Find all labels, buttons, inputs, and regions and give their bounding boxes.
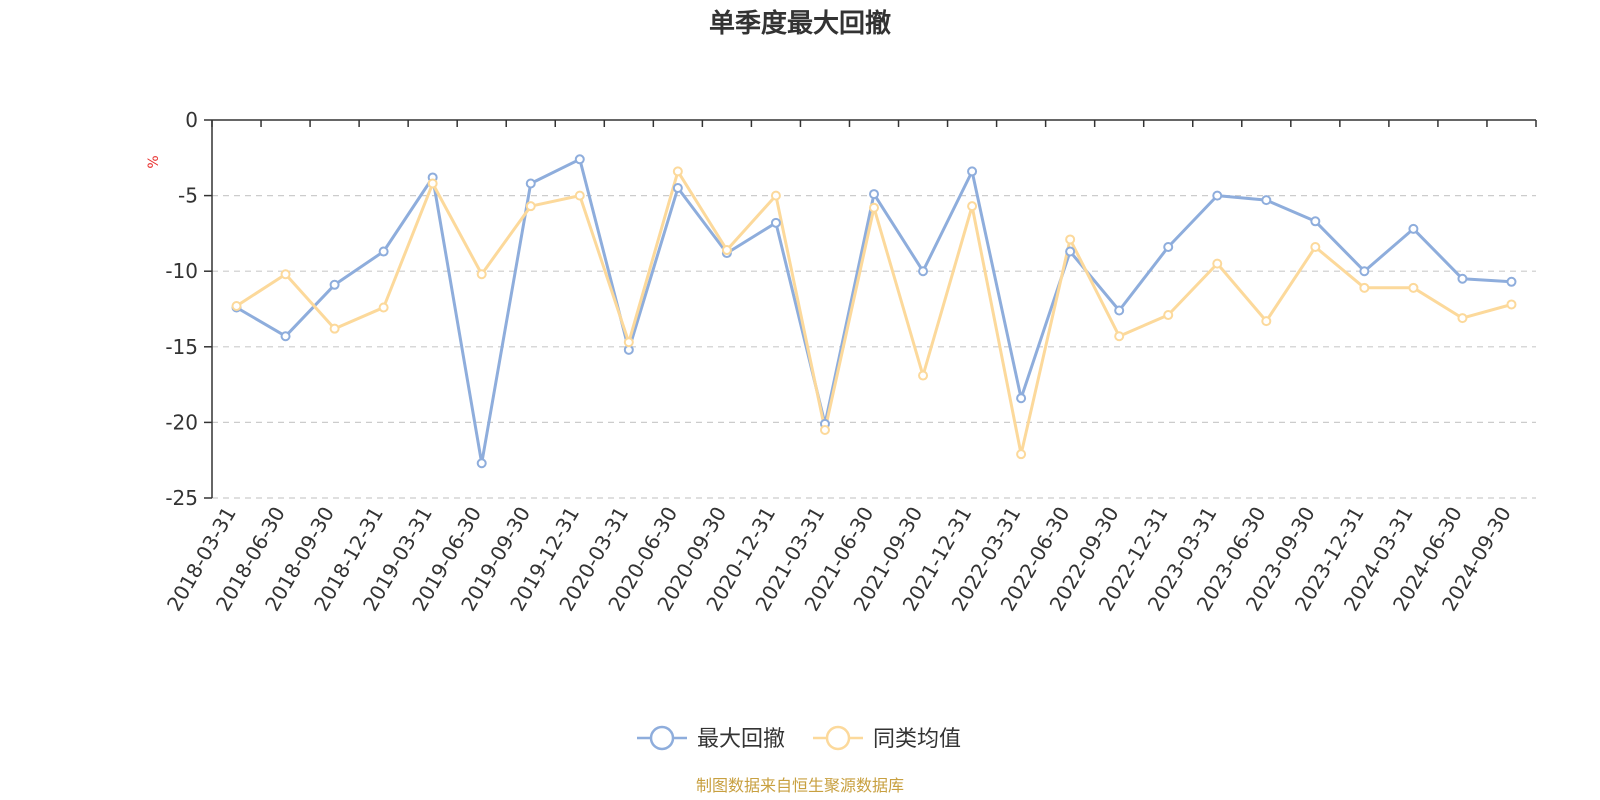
data-point[interactable] [329, 279, 340, 290]
data-point[interactable] [869, 189, 879, 200]
data-point[interactable] [623, 337, 634, 348]
data-point[interactable] [1114, 305, 1125, 316]
data-point[interactable] [1408, 223, 1419, 234]
data-point[interactable] [1408, 282, 1419, 293]
data-point[interactable] [378, 246, 389, 257]
data-point[interactable] [1065, 246, 1076, 257]
chart-title: 单季度最大回撤 [709, 8, 891, 39]
data-point[interactable] [525, 201, 536, 212]
data-point[interactable] [378, 302, 389, 313]
data-point[interactable] [918, 266, 929, 277]
data-point[interactable] [1359, 266, 1370, 277]
data-point[interactable] [476, 269, 487, 280]
data-point[interactable] [1163, 242, 1174, 253]
data-point[interactable] [918, 370, 929, 381]
data-point[interactable] [1065, 234, 1076, 245]
data-point[interactable] [1114, 331, 1125, 342]
data-point[interactable] [1457, 313, 1468, 324]
legend-marker-icon [825, 725, 851, 751]
data-point[interactable] [280, 331, 291, 342]
grid-lines [212, 195, 1536, 499]
data-point[interactable] [1310, 216, 1321, 227]
series-layer [231, 154, 1517, 469]
y-tick-label: -15 [165, 335, 198, 359]
data-point[interactable] [1261, 316, 1272, 327]
data-point[interactable] [476, 458, 487, 469]
data-point[interactable] [574, 190, 585, 201]
y-tick-label: -20 [165, 410, 198, 434]
data-point[interactable] [1457, 273, 1468, 284]
data-point[interactable] [280, 269, 291, 280]
data-point[interactable] [574, 154, 585, 165]
data-point[interactable] [770, 190, 781, 201]
y-tick-label: -25 [165, 486, 198, 510]
y-tick-label: -5 [178, 184, 198, 208]
data-point[interactable] [1212, 190, 1223, 201]
source-note: 制图数据来自恒生聚源数据库 [696, 776, 904, 795]
legend-marker-icon [649, 725, 675, 751]
y-tick-label: 0 [185, 108, 198, 132]
data-point[interactable] [427, 178, 438, 189]
data-point[interactable] [1212, 258, 1223, 269]
data-point[interactable] [1506, 276, 1517, 287]
data-point[interactable] [1310, 242, 1321, 253]
data-point[interactable] [770, 217, 781, 228]
data-point[interactable] [1163, 310, 1174, 321]
y-axis-unit-label: % [146, 155, 162, 168]
data-point[interactable] [1506, 299, 1517, 310]
data-point[interactable] [672, 166, 683, 177]
legend-item-0[interactable]: 最大回撤 [637, 725, 785, 752]
y-tick-label: -10 [165, 259, 198, 283]
data-point[interactable] [672, 183, 683, 194]
legend-label: 同类均值 [873, 727, 961, 752]
legend[interactable]: 最大回撤 同类均值 [637, 725, 961, 752]
legend-label: 最大回撤 [697, 727, 785, 752]
data-point[interactable] [1359, 282, 1370, 293]
data-point[interactable] [819, 424, 830, 435]
data-point[interactable] [1016, 449, 1027, 460]
data-point[interactable] [525, 178, 536, 189]
axes: 0-5-10-15-20-252018-03-312018-06-302018-… [162, 108, 1537, 615]
data-point[interactable] [967, 201, 978, 212]
data-point[interactable] [721, 245, 732, 256]
data-point[interactable] [329, 323, 340, 334]
data-point[interactable] [967, 166, 978, 177]
series-line-1 [235, 169, 1512, 456]
data-point[interactable] [1016, 393, 1027, 404]
legend-item-1[interactable]: 同类均值 [813, 725, 961, 752]
data-point[interactable] [231, 300, 242, 311]
data-point[interactable] [1261, 195, 1272, 206]
data-point[interactable] [869, 202, 879, 213]
